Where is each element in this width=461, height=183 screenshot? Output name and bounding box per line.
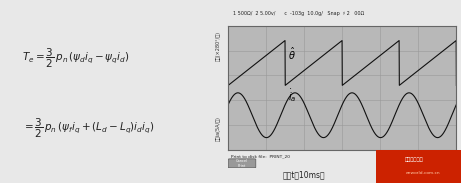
Text: $T_e = \dfrac{3}{2}\, p_n\,(\psi_d i_q - \psi_q i_d)$: $T_e = \dfrac{3}{2}\, p_n\,(\psi_d i_q -… [22,47,130,70]
Text: 角度(×280°/格): 角度(×280°/格) [216,31,220,61]
Text: $\hat{\theta}$: $\hat{\theta}$ [288,46,296,62]
Text: Print to disk file:  PRINT_20: Print to disk file: PRINT_20 [230,154,290,158]
FancyBboxPatch shape [228,159,256,168]
Text: Cancel
Print: Cancel Print [236,159,248,168]
Text: 电子工程世界: 电子工程世界 [405,157,424,162]
Text: 电流ia(5A/格): 电流ia(5A/格) [216,116,220,141]
Text: 1 500Ω/  2 5.00v/      c  -103g  10.0g/   Snap  ♯ 2   00Ω: 1 500Ω/ 2 5.00v/ c -103g 10.0g/ Snap ♯ 2… [233,11,364,16]
Text: eeworld.com.cn: eeworld.com.cn [405,171,440,175]
Text: 时间t（10ms）: 时间t（10ms） [283,170,325,179]
Text: $\dot{i}_a$: $\dot{i}_a$ [288,87,296,104]
FancyBboxPatch shape [376,150,461,183]
Text: $= \dfrac{3}{2}\, p_n\,(\psi_f i_q + (L_d - L_q)i_d i_q)$: $= \dfrac{3}{2}\, p_n\,(\psi_f i_q + (L_… [22,116,154,140]
